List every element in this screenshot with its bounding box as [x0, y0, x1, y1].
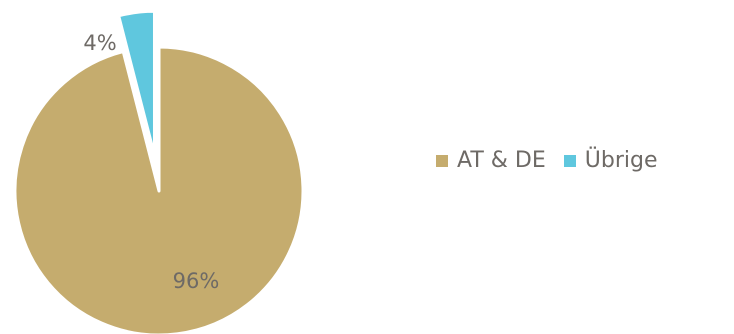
legend: AT & DE Übrige — [436, 148, 658, 173]
pie-slice-labels: 96% 4% — [83, 31, 219, 293]
pie-slices — [13, 9, 305, 334]
legend-swatch-at-de — [436, 154, 448, 167]
pie-label-at-de: 96% — [173, 269, 220, 293]
pie-label-uebrige: 4% — [83, 31, 116, 55]
pie-slice-uebrige — [117, 9, 156, 157]
legend-item-at-de: AT & DE — [436, 148, 546, 173]
legend-label-at-de: AT & DE — [457, 148, 546, 173]
legend-item-uebrige: Übrige — [563, 148, 658, 173]
legend-swatch-uebrige — [563, 154, 576, 167]
legend-label-uebrige: Übrige — [584, 148, 658, 173]
pie-slice-at-de — [13, 45, 305, 334]
